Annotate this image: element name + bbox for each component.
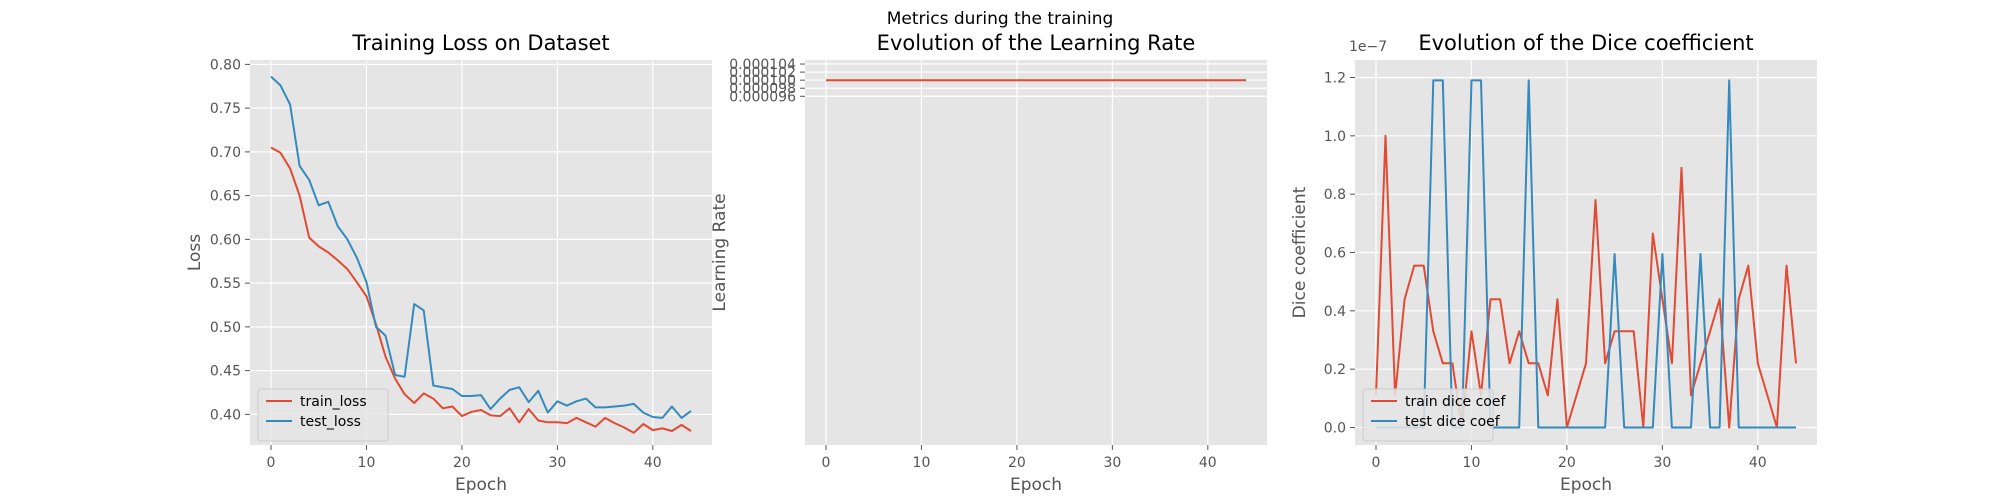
loss-y-tick-label: 0.50 [210, 320, 241, 336]
dice-y-offset-label: 1e−7 [1349, 39, 1387, 55]
loss-legend-label: test_loss [300, 414, 361, 430]
loss-x-tick-label: 10 [358, 455, 376, 471]
learning-rate-chart-title: Evolution of the Learning Rate [877, 31, 1196, 55]
loss-chart: 0 10 20 30 40 0.40 0.45 0.50 0.55 0.60 0.65 0.70 0.7… [185, 31, 712, 495]
loss-x-tick-label: 30 [548, 455, 566, 471]
loss-series [270, 75, 692, 434]
learning-rate-y-tick-label: 0.000096 [729, 89, 796, 105]
learning-rate-y-tick-label: 0.000102 [729, 65, 796, 81]
loss-series-line-2 [270, 75, 692, 419]
figure-suptitle: Metrics during the training [887, 9, 1114, 29]
dice-x-tick-label: 0 [1372, 455, 1381, 471]
dice-x-tick-label: 10 [1463, 455, 1481, 471]
loss-y-tick-label: 0.80 [210, 57, 241, 73]
dice-legend-label: test dice coef [1405, 414, 1501, 430]
loss-y-tick-label: 0.65 [210, 189, 241, 205]
dice-y-tick-label: 0.0 [1324, 421, 1346, 437]
loss-x-tick-label: 40 [644, 455, 662, 471]
learning-rate-x-tick-label: 0 [822, 455, 831, 471]
learning-rate-chart: 0 10 20 30 40 0.0000960.0000980.0001000.00010… [710, 31, 1267, 495]
loss-x-tick-label: 20 [453, 455, 471, 471]
loss-y-axis-label: Loss [185, 234, 205, 271]
dice-series [1375, 79, 1797, 429]
loss-plot-area [250, 60, 712, 445]
loss-ticks: 0 10 20 30 40 0.40 0.45 0.50 0.55 0.60 0.65 0.70 0.7… [210, 57, 662, 471]
dice-legend-label: train dice coef [1405, 394, 1506, 410]
learning-rate-x-tick-label: 10 [913, 455, 931, 471]
learning-rate-y-tick-label: 0.000100 [729, 73, 796, 89]
loss-series-line-1 [270, 146, 692, 434]
learning-rate-y-tick-label: 0.000098 [729, 81, 796, 97]
loss-x-axis-label: Epoch [455, 475, 507, 495]
loss-x-tick-label: 0 [267, 455, 276, 471]
learning-rate-ticks: 0 10 20 30 40 0.0000960.0000980.0001000.00010… [729, 57, 1217, 471]
dice-x-axis-label: Epoch [1560, 475, 1612, 495]
dice-legend: train dice coef test dice coef [1362, 388, 1506, 442]
learning-rate-x-tick-label: 30 [1103, 455, 1121, 471]
dice-chart: 0 10 20 30 40 0.0 0.2 0.4 0.6 0.8 1.0 1.2 Evolution… [1290, 31, 1817, 495]
dice-ticks: 0 10 20 30 40 0.0 0.2 0.4 0.6 0.8 1.0 1.2 [1324, 71, 1767, 472]
learning-rate-x-tick-label: 40 [1199, 455, 1217, 471]
dice-y-tick-label: 0.6 [1324, 246, 1346, 262]
dice-y-tick-label: 0.8 [1324, 187, 1346, 203]
learning-rate-x-tick-label: 20 [1008, 455, 1026, 471]
dice-series-line-1 [1375, 134, 1797, 429]
loss-y-tick-label: 0.60 [210, 232, 241, 248]
learning-rate-y-axis-label: Learning Rate [710, 193, 730, 311]
learning-rate-y-tick-label: 0.000104 [729, 57, 796, 73]
dice-x-tick-label: 30 [1653, 455, 1671, 471]
loss-y-tick-label: 0.45 [210, 364, 241, 380]
dice-chart-title: Evolution of the Dice coefficient [1418, 31, 1753, 55]
loss-chart-title: Training Loss on Dataset [351, 31, 609, 55]
dice-series-line-2 [1376, 79, 1796, 429]
loss-legend: train_loss test_loss [257, 388, 389, 442]
loss-y-tick-label: 0.40 [210, 407, 241, 423]
loss-legend-label: train_loss [300, 394, 367, 410]
dice-x-tick-label: 40 [1749, 455, 1767, 471]
loss-y-tick-label: 0.75 [210, 101, 241, 117]
dice-y-tick-label: 1.2 [1324, 71, 1346, 87]
dice-y-tick-label: 0.4 [1324, 304, 1346, 320]
dice-x-tick-label: 20 [1558, 455, 1576, 471]
loss-y-tick-label: 0.55 [210, 276, 241, 292]
learning-rate-x-axis-label: Epoch [1010, 475, 1062, 495]
dice-y-axis-label: Dice coefficient [1290, 186, 1310, 318]
dice-y-tick-label: 0.2 [1324, 362, 1346, 378]
learning-rate-plot-area [805, 60, 1267, 445]
loss-y-tick-label: 0.70 [210, 145, 241, 161]
dice-y-tick-label: 1.0 [1324, 129, 1346, 145]
